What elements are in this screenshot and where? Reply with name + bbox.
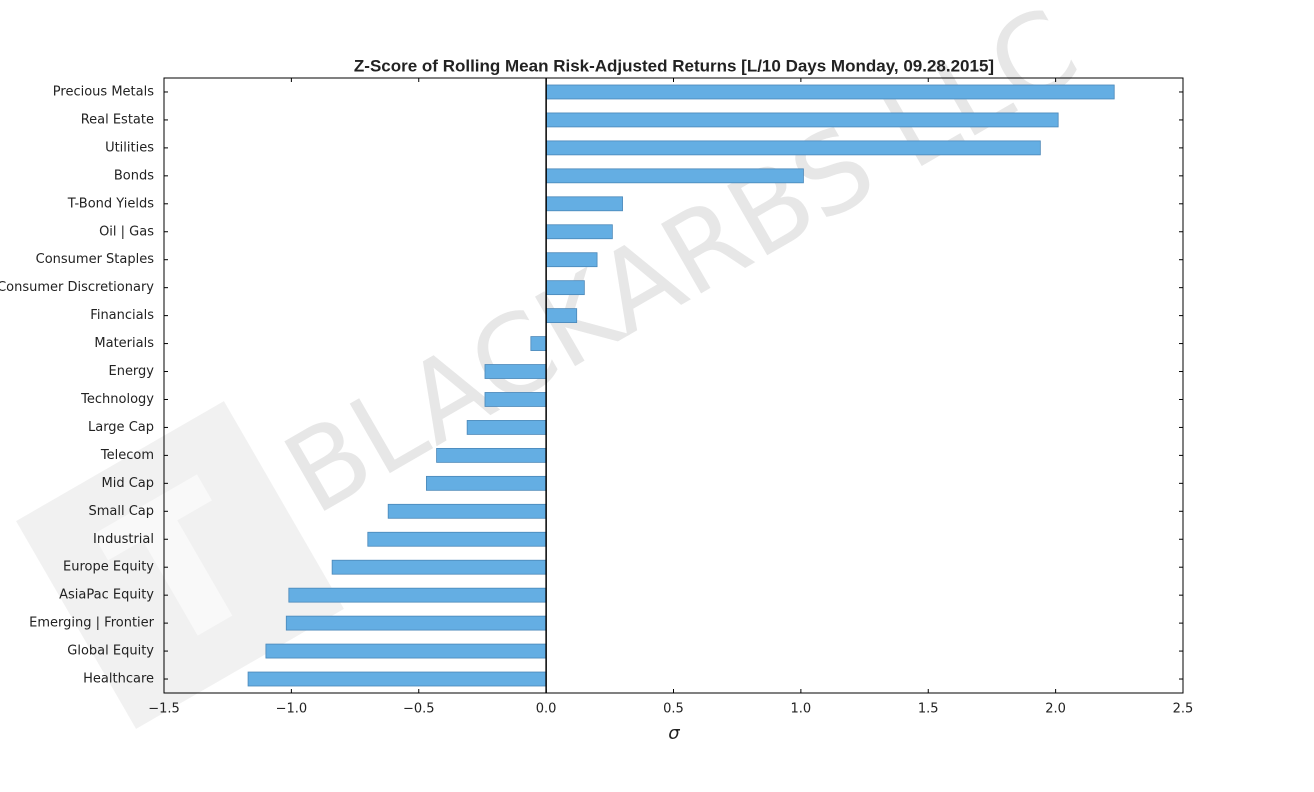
y-tick-label: Small Cap xyxy=(88,504,154,519)
bar xyxy=(484,364,547,379)
bar xyxy=(545,168,804,184)
bar xyxy=(545,196,623,212)
y-tick-label: T-Bond Yields xyxy=(67,196,154,211)
bar xyxy=(425,475,547,491)
y-tick-label: Consumer Staples xyxy=(36,252,155,267)
y-tick-label: Bonds xyxy=(114,168,154,183)
bar xyxy=(545,112,1059,128)
y-tick-label: Technology xyxy=(80,392,154,407)
bar xyxy=(265,643,547,659)
bar xyxy=(331,559,547,575)
watermark: BLACKARBS LLC xyxy=(264,0,1098,539)
x-tick-label: −1.5 xyxy=(148,702,180,717)
bar xyxy=(530,336,547,351)
bar xyxy=(288,587,547,603)
y-tick-label: Global Equity xyxy=(67,644,154,659)
plot-frame xyxy=(163,77,1184,694)
chart-title: Z-Score of Rolling Mean Risk-Adjusted Re… xyxy=(354,56,994,75)
x-tick-label: 2.5 xyxy=(1173,702,1194,717)
bar xyxy=(545,280,585,296)
y-tick-label: Large Cap xyxy=(88,420,154,435)
bar xyxy=(545,84,1115,100)
y-tick-label: Mid Cap xyxy=(101,476,154,491)
y-tick-label: AsiaPac Equity xyxy=(59,588,154,603)
y-tick-label: Healthcare xyxy=(83,672,154,687)
bar xyxy=(545,252,598,268)
x-tick-label: 1.5 xyxy=(918,702,939,717)
x-tick-label: 0.5 xyxy=(663,702,684,717)
x-tick-label: −1.0 xyxy=(276,702,308,717)
bar xyxy=(545,308,578,324)
bar xyxy=(285,615,547,631)
y-tick-label: Financials xyxy=(90,308,154,323)
watermark-logo xyxy=(16,401,344,729)
y-tick-label: Precious Metals xyxy=(53,84,154,99)
y-tick-label: Energy xyxy=(108,364,154,379)
x-axis-label: σ xyxy=(668,723,680,744)
x-tick-label: −0.5 xyxy=(403,702,435,717)
bar xyxy=(387,503,547,519)
y-tick-label: Industrial xyxy=(93,532,154,547)
y-tick-label: Emerging | Frontier xyxy=(29,616,154,631)
y-tick-label: Oil | Gas xyxy=(99,224,154,239)
x-tick-label: 1.0 xyxy=(791,702,812,717)
x-tick-label: 0.0 xyxy=(536,702,557,717)
x-tick-label: 2.0 xyxy=(1045,702,1066,717)
y-tick-label: Materials xyxy=(94,336,154,351)
y-tick-label: Utilities xyxy=(105,140,154,155)
bar xyxy=(436,447,547,463)
y-tick-label: Real Estate xyxy=(81,112,154,127)
y-tick-label: Europe Equity xyxy=(63,560,154,575)
bar xyxy=(545,224,613,240)
y-tick-label: Consumer Discretionary xyxy=(0,280,154,295)
bar xyxy=(247,671,547,687)
bar xyxy=(466,420,547,435)
bar xyxy=(484,392,547,407)
bar xyxy=(367,531,547,547)
bar xyxy=(545,140,1041,156)
y-tick-label: Telecom xyxy=(100,448,154,463)
